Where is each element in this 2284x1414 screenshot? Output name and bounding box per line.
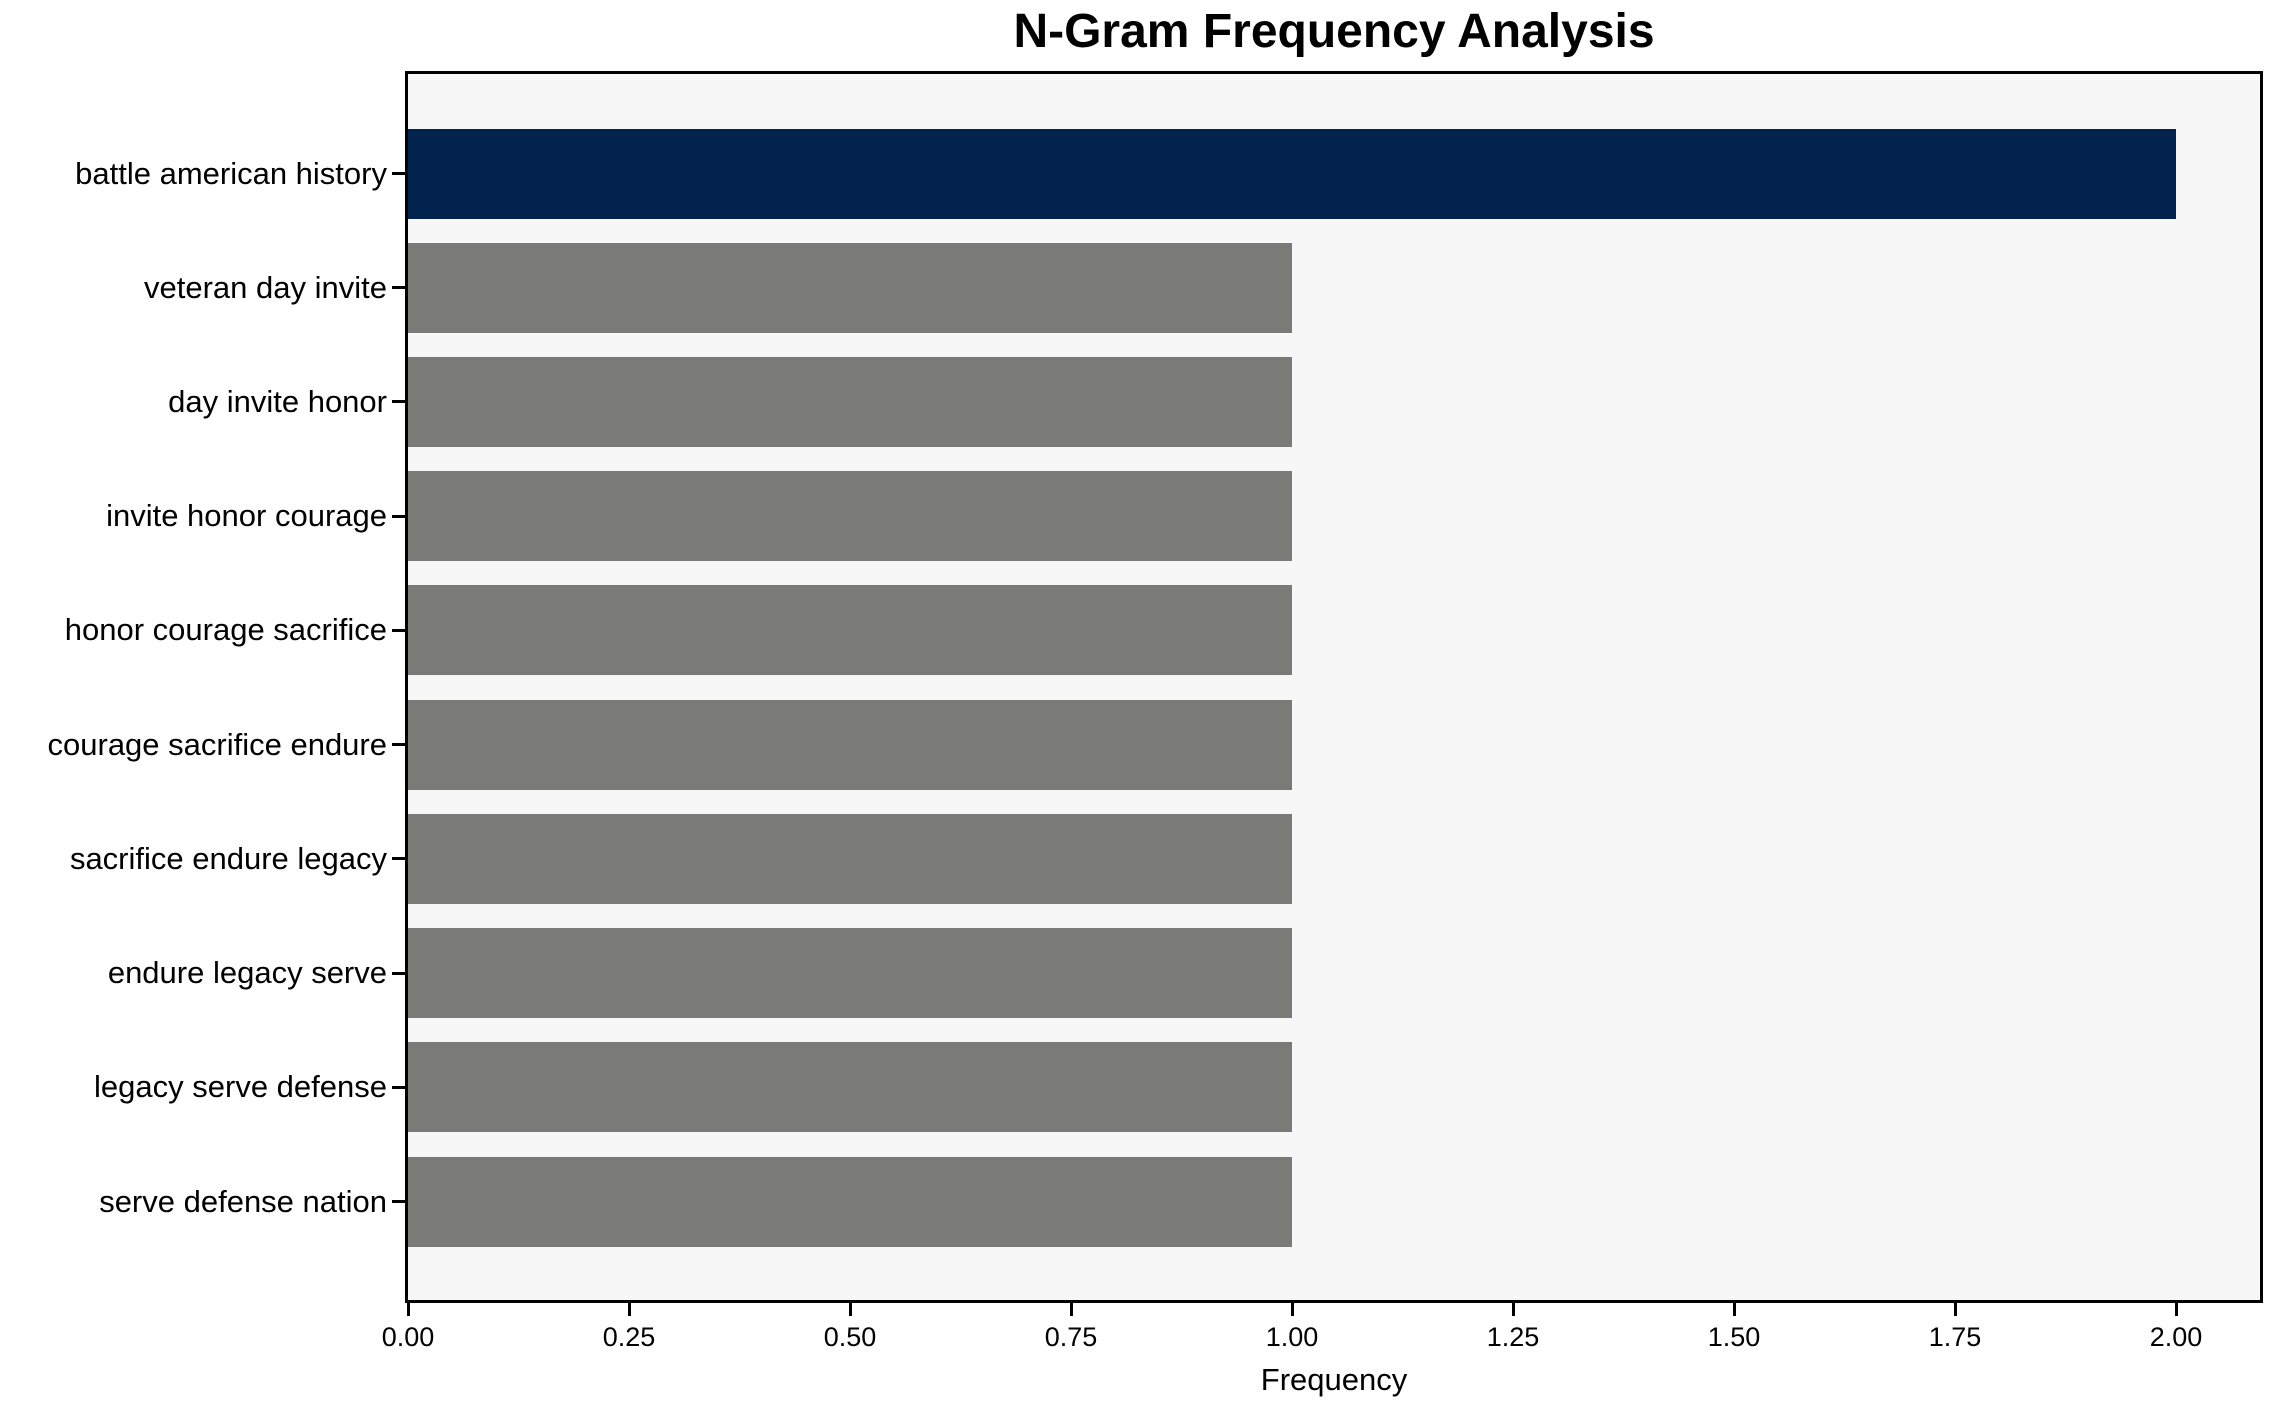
y-tick-mark bbox=[392, 1200, 405, 1204]
x-tick-label: 1.75 bbox=[1928, 1322, 1982, 1352]
bar-8 bbox=[408, 928, 1292, 1019]
bar-3 bbox=[408, 356, 1292, 447]
x-tick-label: 0.50 bbox=[823, 1322, 877, 1352]
y-tick-label: honor courage sacrifice bbox=[64, 612, 387, 648]
y-tick-mark bbox=[392, 743, 405, 747]
y-tick-label: courage sacrifice endure bbox=[47, 726, 387, 762]
x-tick-label: 0.00 bbox=[381, 1322, 435, 1352]
x-tick-label: 1.25 bbox=[1486, 1322, 1540, 1352]
x-tick-mark bbox=[627, 1303, 631, 1316]
bar-9 bbox=[408, 1042, 1292, 1133]
x-axis-label: Frequency bbox=[1260, 1362, 1408, 1397]
x-tick-mark bbox=[1732, 1303, 1736, 1316]
x-tick-label: 1.00 bbox=[1265, 1322, 1319, 1352]
y-tick-mark bbox=[392, 172, 405, 175]
x-tick-label: 0.25 bbox=[602, 1322, 656, 1352]
y-tick-mark bbox=[392, 1085, 405, 1089]
x-tick-mark bbox=[406, 1303, 410, 1316]
x-tick-mark bbox=[2174, 1303, 2178, 1316]
y-tick-label: serve defense nation bbox=[99, 1183, 387, 1219]
bar-4 bbox=[408, 471, 1292, 562]
y-tick-label: sacrifice endure legacy bbox=[69, 840, 387, 876]
y-tick-label: day invite honor bbox=[168, 383, 387, 419]
y-tick-label: battle american history bbox=[75, 155, 387, 191]
chart-title: N-Gram Frequency Analysis bbox=[1013, 5, 1655, 58]
x-tick-mark bbox=[848, 1303, 852, 1316]
x-tick-mark bbox=[1069, 1303, 1073, 1316]
y-tick-label: endure legacy serve bbox=[107, 955, 387, 991]
y-tick-mark bbox=[392, 857, 405, 861]
x-tick-label: 1.50 bbox=[1707, 1322, 1761, 1352]
y-tick-mark bbox=[392, 286, 405, 290]
x-tick-label: 0.75 bbox=[1044, 1322, 1098, 1352]
y-tick-label: legacy serve defense bbox=[94, 1069, 387, 1105]
y-tick-mark bbox=[392, 628, 405, 632]
x-tick-mark bbox=[1953, 1303, 1957, 1316]
bar-5 bbox=[408, 585, 1292, 676]
x-tick-label: 2.00 bbox=[2149, 1322, 2203, 1352]
y-tick-mark bbox=[392, 400, 405, 404]
x-tick-mark bbox=[1290, 1303, 1294, 1316]
x-tick-mark bbox=[1511, 1303, 1515, 1316]
bar-2 bbox=[408, 242, 1292, 333]
y-tick-mark bbox=[392, 514, 405, 518]
y-tick-label: invite honor courage bbox=[106, 498, 387, 534]
y-tick-mark bbox=[392, 971, 405, 975]
bar-7 bbox=[408, 813, 1292, 904]
y-tick-label: veteran day invite bbox=[144, 269, 387, 305]
bar-10 bbox=[408, 1156, 1292, 1247]
bar-1 bbox=[408, 128, 2177, 219]
bar-6 bbox=[408, 699, 1292, 790]
